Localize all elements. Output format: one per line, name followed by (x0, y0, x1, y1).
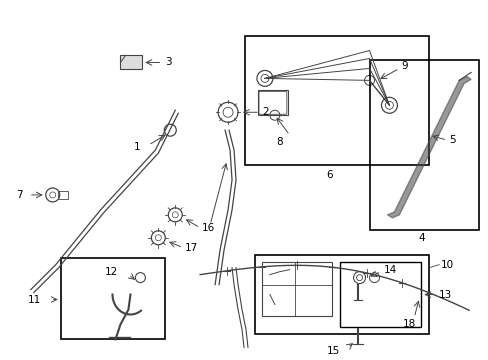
Text: 8: 8 (276, 137, 283, 147)
Bar (369, 60, 478, 230)
Text: 4: 4 (417, 233, 424, 243)
Text: 6: 6 (325, 170, 332, 180)
Text: 10: 10 (440, 260, 453, 270)
Bar (61, 258, 165, 339)
Text: 11: 11 (27, 294, 41, 305)
Bar (262, 262, 331, 316)
Bar (120, 55, 142, 69)
Text: 1: 1 (134, 142, 140, 152)
Text: 18: 18 (402, 319, 415, 329)
Bar (258, 90, 287, 115)
Text: 13: 13 (438, 289, 451, 300)
Text: 16: 16 (202, 223, 215, 233)
Text: 17: 17 (185, 243, 198, 253)
Text: 15: 15 (325, 346, 339, 356)
Bar (339, 262, 421, 328)
Text: 14: 14 (383, 265, 396, 275)
Text: 12: 12 (105, 267, 118, 276)
Bar (254, 255, 428, 334)
Text: 7: 7 (16, 190, 22, 200)
Text: 9: 9 (401, 62, 407, 71)
Bar (244, 36, 428, 165)
Text: 3: 3 (165, 58, 172, 67)
Polygon shape (386, 76, 470, 218)
Text: 2: 2 (262, 107, 268, 117)
Bar (58, 191, 67, 199)
Text: 5: 5 (448, 135, 455, 145)
